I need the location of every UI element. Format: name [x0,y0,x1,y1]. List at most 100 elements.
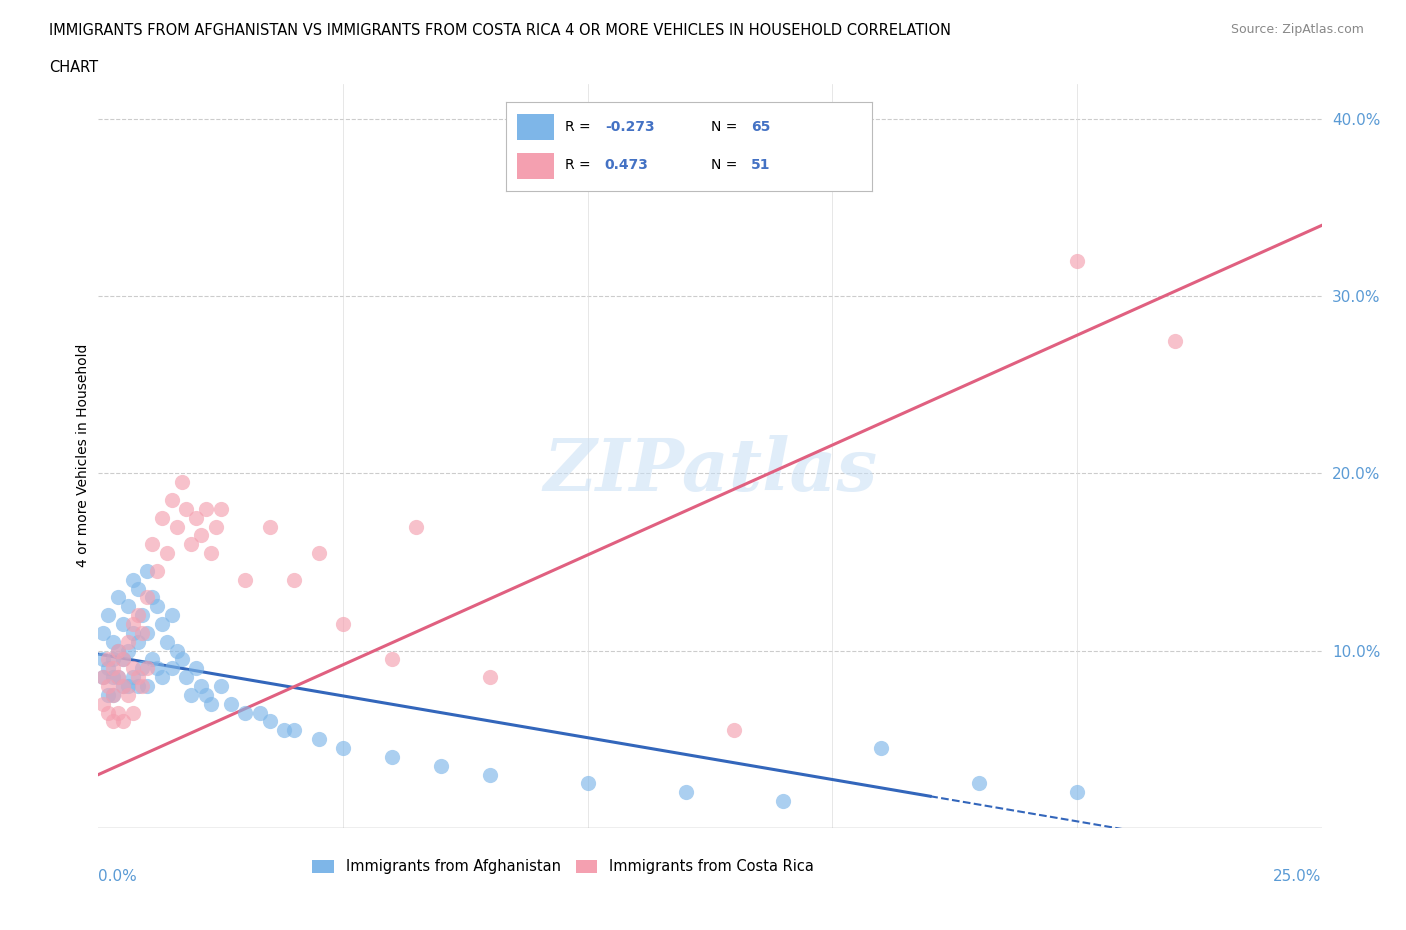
Point [332,617,354,631]
Point [101,661,124,676]
Point [107,705,129,720]
Point [186,661,208,676]
Point [166,519,188,534]
Point [675,785,697,800]
Point [91,697,114,711]
Point [136,679,159,694]
Point [233,572,256,587]
Point [136,564,159,578]
Text: R =: R = [565,158,595,172]
Point [91,670,114,684]
Text: 0.473: 0.473 [605,158,648,172]
Text: N =: N = [711,120,741,134]
FancyBboxPatch shape [517,113,554,140]
Point [195,501,218,516]
Point [141,590,163,604]
Point [381,652,404,667]
Point [1164,333,1187,348]
FancyBboxPatch shape [517,153,554,179]
Point [200,546,222,561]
Point [283,723,305,737]
Point [166,644,188,658]
Text: -0.273: -0.273 [605,120,654,134]
Point [97,705,120,720]
Point [121,572,143,587]
Point [121,705,143,720]
Point [117,687,139,702]
Text: R =: R = [565,120,595,134]
Point [97,687,120,702]
Point [160,493,183,508]
Point [146,661,169,676]
Point [101,687,124,702]
Point [91,625,114,640]
Point [233,705,256,720]
Point [101,670,124,684]
Point [97,679,120,694]
Point [131,607,153,622]
Point [156,546,179,561]
Point [209,679,232,694]
Point [160,607,183,622]
Point [200,697,222,711]
Point [107,644,129,658]
Point [117,679,139,694]
Point [97,661,120,676]
Point [170,475,193,490]
Point [150,617,173,631]
Text: Source: ZipAtlas.com: Source: ZipAtlas.com [1230,23,1364,36]
Text: 25.0%: 25.0% [1274,869,1322,883]
Point [117,644,139,658]
Text: 65: 65 [751,120,770,134]
Point [160,661,183,676]
Point [136,590,159,604]
Point [219,697,242,711]
Point [180,687,202,702]
Point [259,519,281,534]
Point [146,599,169,614]
Text: ZIPatlas: ZIPatlas [543,435,877,506]
Point [141,537,163,551]
Point [249,705,271,720]
Point [478,767,501,782]
Point [209,501,232,516]
Point [131,679,153,694]
Point [121,670,143,684]
Point [190,528,212,543]
Point [121,661,143,676]
Point [121,617,143,631]
Point [772,793,794,808]
Point [170,652,193,667]
Y-axis label: 4 or more Vehicles in Household: 4 or more Vehicles in Household [76,344,90,567]
Legend: Immigrants from Afghanistan, Immigrants from Costa Rica: Immigrants from Afghanistan, Immigrants … [307,853,820,880]
Point [111,714,134,729]
Point [150,511,173,525]
Point [156,634,179,649]
Point [405,519,427,534]
Point [141,652,163,667]
Point [308,546,330,561]
Point [111,652,134,667]
Point [101,634,124,649]
Text: IMMIGRANTS FROM AFGHANISTAN VS IMMIGRANTS FROM COSTA RICA 4 OR MORE VEHICLES IN : IMMIGRANTS FROM AFGHANISTAN VS IMMIGRANT… [49,23,952,38]
Point [205,519,228,534]
Point [259,714,281,729]
Point [127,679,149,694]
Point [723,723,745,737]
Point [101,652,124,667]
Point [186,511,208,525]
Point [107,644,129,658]
Point [127,634,149,649]
Point [308,732,330,747]
Point [576,776,599,790]
Point [127,581,149,596]
Point [127,670,149,684]
Point [97,652,120,667]
Point [283,572,305,587]
Point [150,670,173,684]
Point [332,740,354,755]
Point [121,625,143,640]
Point [107,670,129,684]
Point [101,687,124,702]
Point [195,687,218,702]
